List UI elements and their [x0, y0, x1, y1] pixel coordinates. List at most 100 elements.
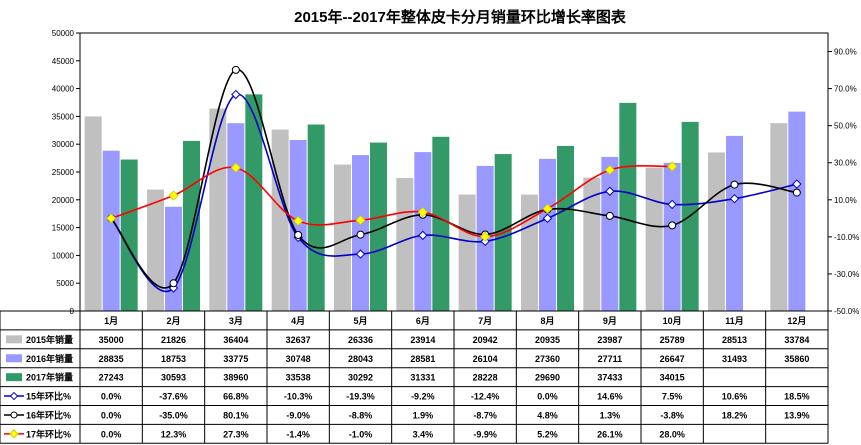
bar-2017-4: [307, 124, 325, 311]
table-cell: 20935: [535, 335, 560, 345]
table-cell: 38960: [223, 373, 248, 383]
line-16-point-3: [231, 65, 240, 74]
right-axis-tick-label: 50.0%: [834, 122, 857, 131]
table-cell: 0.0%: [537, 392, 558, 402]
left-axis-tick-label: 15000: [52, 224, 75, 233]
bar-2017-1: [120, 159, 138, 311]
bar-2016-8: [539, 158, 556, 311]
table-cell: 26104: [473, 354, 498, 364]
category-label: 12月: [787, 316, 806, 326]
bar-2017-2: [183, 140, 200, 311]
legend-label: 2015年销量: [26, 334, 73, 345]
line-17-point-9: [604, 164, 615, 176]
table-cell: 36404: [223, 335, 248, 345]
table-cell: 28228: [473, 373, 498, 383]
category-label: 2月: [166, 316, 180, 326]
table-cell: 10.6%: [722, 392, 748, 402]
table-cell: 27243: [99, 373, 124, 383]
line-17-point-2: [168, 190, 179, 201]
table-cell: 1.3%: [600, 410, 621, 420]
table-cell: 3.4%: [413, 429, 434, 439]
table-cell: 26.1%: [597, 429, 623, 439]
table-cell: 32637: [286, 335, 311, 345]
line-16-point-12: [792, 188, 801, 197]
table-cell: 1.9%: [413, 410, 434, 420]
legend-key-bar: [6, 335, 22, 344]
bar-2015-1: [84, 116, 102, 312]
line-15-point-9: [605, 186, 615, 196]
table-cell: 28043: [348, 354, 373, 364]
table-cell: 30593: [161, 373, 186, 383]
table-cell: 0.0%: [101, 429, 122, 439]
right-axis-tick-label: 90.0%: [834, 48, 857, 57]
table-cell: 0.0%: [101, 392, 122, 402]
right-axis-tick-label: 30.0%: [834, 159, 857, 168]
table-cell: -9.0%: [286, 410, 310, 420]
table-cell: 80.1%: [223, 410, 249, 420]
line-17-point-5: [355, 215, 366, 226]
line-16-point-9: [605, 211, 614, 220]
legend-label: 2016年销量: [26, 353, 73, 364]
bar-2017-8: [557, 145, 574, 311]
bar-2017-9: [619, 102, 637, 311]
table-cell: 4.8%: [537, 410, 558, 420]
line-15-point-11: [729, 193, 740, 204]
bar-2015-10: [645, 167, 663, 311]
bar-2015-8: [521, 194, 538, 311]
table-cell: 21826: [161, 335, 186, 345]
left-axis-tick-label: 20000: [52, 196, 75, 205]
bar-2015-9: [583, 177, 601, 311]
category-label: 3月: [229, 316, 243, 326]
table-cell: 28.0%: [659, 429, 685, 439]
bar-2016-9: [601, 156, 619, 311]
line-16-point-2: [169, 279, 178, 288]
bar-2015-5: [334, 164, 351, 311]
table-cell: -35.0%: [159, 410, 188, 420]
table-cell: 18.5%: [784, 392, 810, 402]
table-cell: 23987: [597, 335, 622, 345]
table-cell: 33784: [784, 335, 809, 345]
category-label: 1月: [104, 316, 118, 326]
table-cell: 14.6%: [597, 392, 623, 402]
bar-2015-3: [209, 108, 227, 312]
table-cell: -37.6%: [159, 392, 188, 402]
line-17-point-10: [667, 161, 678, 172]
table-cell: 28581: [410, 354, 435, 364]
table-cell: 30748: [286, 354, 311, 364]
table-cell: 23914: [410, 335, 435, 345]
left-axis-tick-label: 5000: [56, 279, 74, 288]
table-cell: -10.3%: [284, 392, 313, 402]
category-label: 4月: [291, 316, 305, 326]
line-16-point-11: [730, 180, 739, 189]
right-axis-tick-label: -10.0%: [834, 233, 859, 242]
table-cell: -1.0%: [349, 429, 373, 439]
table-cell: 18.2%: [722, 410, 748, 420]
legend-key-bar: [6, 354, 22, 363]
right-axis-tick-label: 10.0%: [834, 196, 857, 205]
table-cell: 5.2%: [537, 429, 558, 439]
left-axis-tick-label: 30000: [52, 140, 75, 149]
bar-2015-12: [770, 123, 788, 312]
line-17-point-6: [417, 206, 428, 218]
left-axis-tick-label: 35000: [52, 112, 75, 121]
table-cell: -8.7%: [473, 410, 497, 420]
table-cell: 12.3%: [161, 429, 187, 439]
bar-2016-11: [726, 135, 743, 311]
line-15-point-10: [667, 199, 677, 210]
category-label: 10月: [663, 316, 682, 326]
table-cell: 37433: [597, 373, 622, 383]
table-cell: -19.3%: [346, 392, 375, 402]
bar-2015-7: [458, 194, 476, 311]
table-cell: 26336: [348, 335, 373, 345]
table-cell: 27.3%: [223, 429, 249, 439]
line-15-point-6: [418, 230, 428, 241]
plot-area: 0500010000150002000025000300003500040000…: [52, 29, 860, 316]
table-cell: 29690: [535, 373, 560, 383]
line-16-point-5: [356, 230, 365, 239]
bar-2016-1: [102, 150, 120, 311]
category-label: 11月: [725, 316, 744, 326]
table-cell: 27711: [598, 354, 623, 364]
table-cell: -9.9%: [473, 429, 497, 439]
bar-2016-12: [788, 111, 806, 311]
